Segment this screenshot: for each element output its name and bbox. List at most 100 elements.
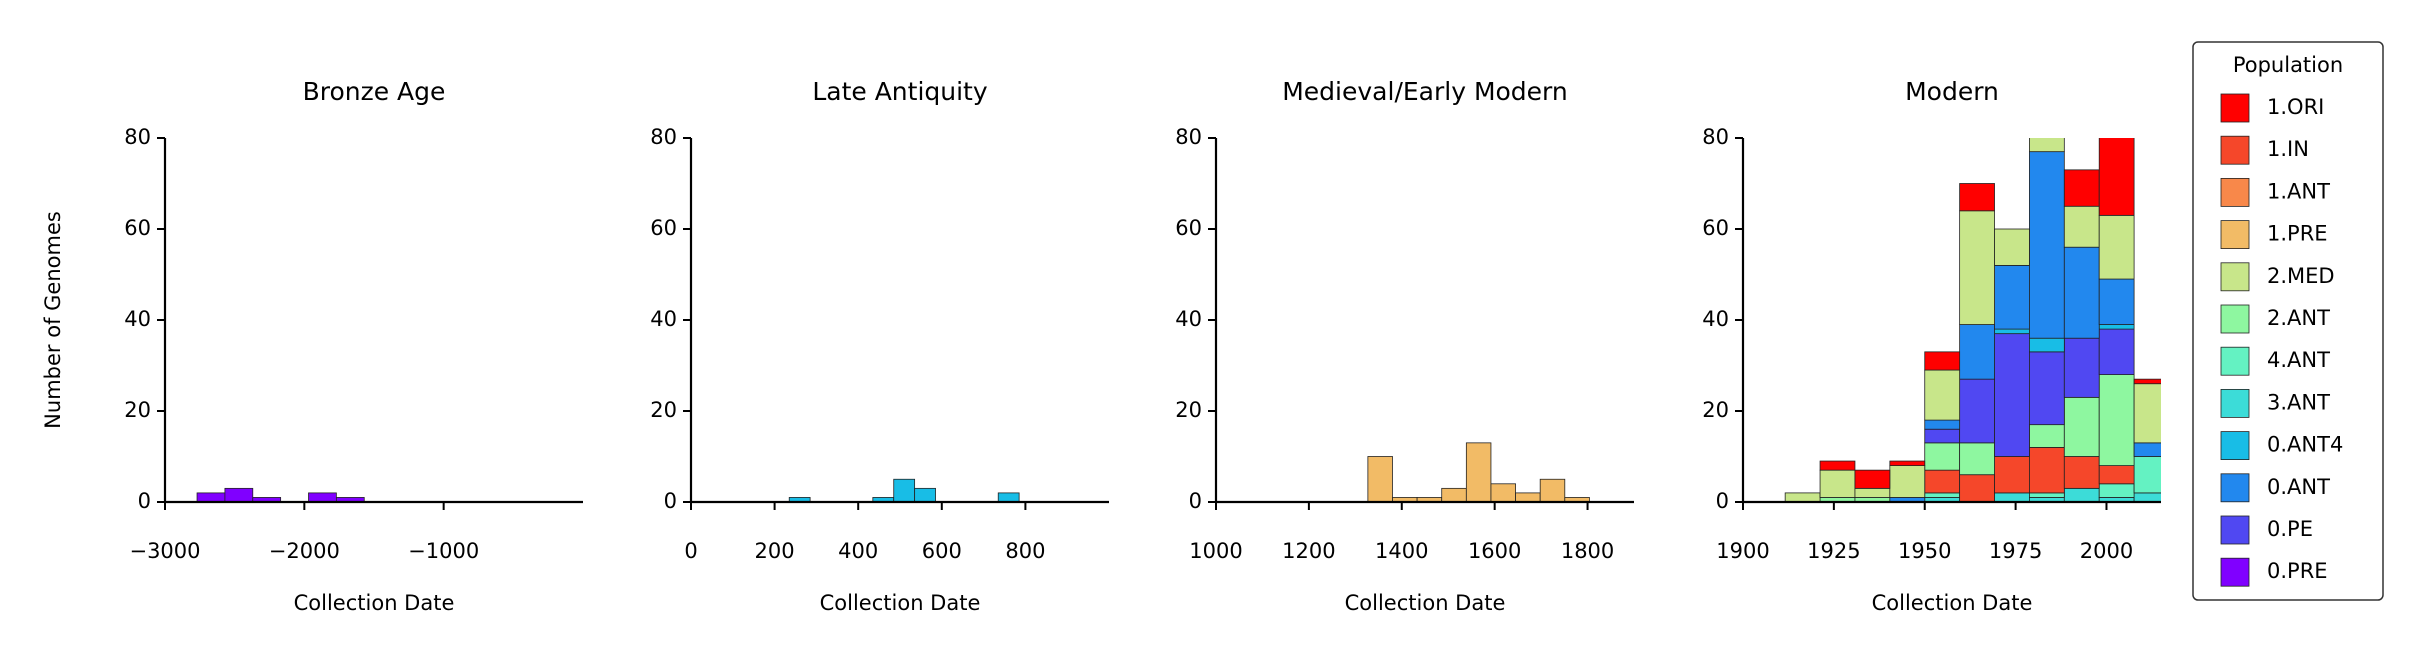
x-tick-label: −1000 xyxy=(408,539,479,563)
y-tick-label: 0 xyxy=(1716,489,1729,513)
bar xyxy=(1959,324,1995,380)
bar xyxy=(1924,428,1961,444)
bar xyxy=(2063,487,2100,502)
legend-label: 0.ANT xyxy=(2267,475,2330,499)
bar xyxy=(2029,492,2065,498)
bar xyxy=(2029,424,2065,448)
legend-swatch xyxy=(2220,431,2250,461)
bar xyxy=(2063,456,2100,489)
bar xyxy=(2063,169,2100,207)
bar xyxy=(2063,337,2100,398)
legend-swatch xyxy=(2220,220,2250,250)
bar xyxy=(1924,351,1961,371)
y-tick-label: 60 xyxy=(124,216,151,240)
legend-swatch xyxy=(2220,388,2250,418)
bar xyxy=(2098,374,2135,467)
x-tick-label: −2000 xyxy=(269,539,340,563)
y-tick-label: 20 xyxy=(1175,398,1202,422)
legend-swatch xyxy=(2220,304,2250,334)
x-tick-label: 1950 xyxy=(1898,539,1951,563)
legend-label: 3.ANT xyxy=(2267,390,2330,414)
y-tick-label: 40 xyxy=(1702,307,1729,331)
bar xyxy=(2133,383,2161,444)
legend-label: 2.MED xyxy=(2267,264,2335,288)
x-axis-label: Collection Date xyxy=(294,591,455,615)
bar xyxy=(1515,492,1541,502)
bar xyxy=(196,492,226,502)
bar xyxy=(2098,138,2135,216)
y-tick-label: 60 xyxy=(650,216,677,240)
bar xyxy=(1994,264,2030,330)
bar xyxy=(2098,483,2135,498)
bar xyxy=(914,487,936,502)
legend-swatch xyxy=(2220,93,2250,123)
legend-label: 1.ANT xyxy=(2267,179,2330,203)
bar xyxy=(2098,465,2135,485)
x-tick-label: 400 xyxy=(838,539,878,563)
bar xyxy=(224,487,254,502)
plot-area xyxy=(788,478,1020,502)
y-tick-label: 80 xyxy=(1702,125,1729,149)
legend-swatch xyxy=(2220,557,2250,587)
chart-title: Late Antiquity xyxy=(812,77,988,106)
bar xyxy=(2098,324,2135,330)
y-tick-label: 20 xyxy=(1702,398,1729,422)
legend-label: 4.ANT xyxy=(2267,348,2330,372)
bar xyxy=(1854,487,1891,498)
x-tick-label: 0 xyxy=(684,539,697,563)
bar xyxy=(1924,419,1961,430)
legend-label: 1.IN xyxy=(2267,137,2309,161)
bar xyxy=(1994,328,2030,335)
bar xyxy=(1490,483,1516,502)
x-tick-label: 1600 xyxy=(1468,539,1521,563)
legend-swatch xyxy=(2220,177,2250,207)
x-tick-label: 1975 xyxy=(1989,539,2042,563)
plot-area xyxy=(196,487,365,502)
bar xyxy=(2029,446,2065,494)
bar xyxy=(1994,456,2030,494)
bar xyxy=(1854,469,1891,489)
legend-swatch xyxy=(2220,473,2250,503)
bar xyxy=(1465,442,1492,502)
bar xyxy=(1924,369,1961,421)
legend-swatch xyxy=(2220,135,2250,165)
legend-title: Population xyxy=(2233,53,2343,77)
chart-title: Modern xyxy=(1905,77,1999,106)
x-axis-label: Collection Date xyxy=(820,591,981,615)
x-tick-label: −3000 xyxy=(129,539,200,563)
bar xyxy=(2063,396,2100,457)
x-tick-label: 1925 xyxy=(1807,539,1860,563)
legend-swatch xyxy=(2220,262,2250,292)
bar xyxy=(2098,328,2135,376)
x-tick-label: 1200 xyxy=(1282,539,1335,563)
legend-label: 0.PE xyxy=(2267,517,2313,541)
y-tick-label: 0 xyxy=(1189,489,1202,513)
bar xyxy=(308,492,337,502)
bar xyxy=(1959,442,1995,476)
bar xyxy=(1564,497,1590,502)
bar xyxy=(1959,474,1995,502)
bar xyxy=(1994,492,2030,502)
bar xyxy=(1994,228,2030,266)
y-tick-label: 60 xyxy=(1702,216,1729,240)
bar xyxy=(2098,278,2135,325)
legend-swatch xyxy=(2220,515,2250,545)
bar xyxy=(893,478,916,502)
x-tick-label: 2000 xyxy=(2080,539,2133,563)
bar xyxy=(1889,465,1926,498)
bar xyxy=(2133,492,2161,502)
x-tick-label: 200 xyxy=(755,539,795,563)
bar xyxy=(1959,378,1995,444)
x-tick-label: 1900 xyxy=(1716,539,1769,563)
bar xyxy=(1819,469,1856,498)
bar xyxy=(1924,469,1961,494)
x-axis-label: Collection Date xyxy=(1872,591,2033,615)
bar xyxy=(1889,460,1926,466)
bar xyxy=(252,497,282,502)
legend-label: 1.PRE xyxy=(2267,222,2328,246)
x-tick-label: 1400 xyxy=(1375,539,1428,563)
bar xyxy=(2029,138,2065,153)
y-tick-label: 20 xyxy=(650,398,677,422)
x-tick-label: 1000 xyxy=(1189,539,1242,563)
